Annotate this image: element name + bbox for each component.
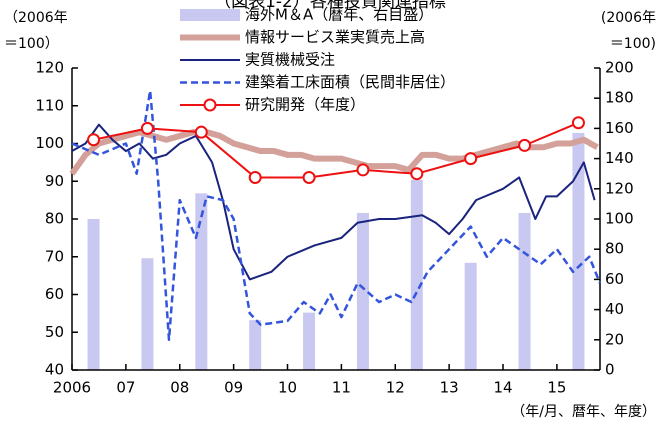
bar: [572, 132, 585, 370]
bar: [195, 193, 208, 370]
legend-label: 建築着工床面積（民間非居住）: [245, 73, 455, 91]
y2-tick-label: 120: [605, 179, 634, 197]
point: [194, 125, 208, 139]
point: [140, 121, 154, 135]
axis-label: （2006年＝100）: [4, 10, 68, 52]
x-tick-label: 2006: [53, 379, 91, 397]
x-tick-label: 09: [224, 379, 243, 397]
legend-label: 実質機械受注: [245, 51, 335, 69]
y-tick-label: 120: [35, 59, 64, 77]
bar: [464, 262, 477, 370]
x-tick-label: 15: [547, 379, 566, 397]
series-line: [69, 129, 599, 176]
x-tick-label: 07: [116, 379, 135, 397]
bar: [87, 219, 100, 370]
y2-tick-label: 60: [605, 270, 624, 288]
point: [571, 116, 585, 130]
y2-tick-label: 40: [605, 300, 624, 318]
legend-swatch: [180, 9, 240, 21]
y-tick-label: 60: [45, 285, 64, 303]
y2-tick-label: 80: [605, 240, 624, 258]
series-line: [71, 89, 602, 342]
y-tick-label: 100: [35, 134, 64, 152]
bar: [356, 212, 369, 370]
y-tick-label: 70: [45, 247, 64, 265]
legend-label: 海外M＆A（暦年、右目盛）: [245, 6, 433, 24]
point: [87, 133, 101, 147]
x-tick-label: 12: [386, 379, 405, 397]
bar: [303, 312, 316, 370]
legend-label: 研究開発（年度）: [245, 96, 365, 114]
y2-tick-label: 180: [605, 89, 634, 107]
x-tick-label: 11: [332, 379, 351, 397]
point: [464, 152, 478, 166]
y2-tick-label: 0: [605, 361, 615, 379]
bar: [410, 179, 423, 370]
y-tick-label: 80: [45, 210, 64, 228]
chart-title: （図表1-2）各種投資関連指標: [214, 0, 446, 12]
y2-tick-label: 140: [605, 149, 634, 167]
y2-tick-label: 200: [605, 59, 634, 77]
bar: [518, 212, 531, 370]
series-line: [93, 121, 579, 179]
y2-tick-label: 20: [605, 330, 624, 348]
series-line: [71, 123, 596, 281]
y-tick-label: 40: [45, 361, 64, 379]
point: [248, 170, 262, 184]
point: [410, 167, 424, 181]
y-tick-label: 110: [35, 96, 64, 114]
y-tick-label: 50: [45, 323, 64, 341]
x-tick-label: 14: [493, 379, 512, 397]
x-tick-label: 10: [278, 379, 297, 397]
x-tick-label: 08: [170, 379, 189, 397]
bar: [249, 320, 262, 370]
axis-label: (2006年＝100): [601, 10, 656, 52]
point: [356, 163, 370, 177]
y2-tick-label: 160: [605, 119, 634, 137]
legend-label: 情報サービス業実質売上高: [245, 28, 425, 46]
bar: [141, 258, 154, 370]
legend-marker: [203, 98, 217, 112]
x-tick-label: 13: [440, 379, 459, 397]
y-tick-label: 90: [45, 172, 64, 190]
point: [518, 138, 532, 152]
point: [302, 170, 316, 184]
x-axis-label: （年/月、暦年、年度）: [511, 404, 656, 420]
y2-tick-label: 100: [605, 210, 634, 228]
